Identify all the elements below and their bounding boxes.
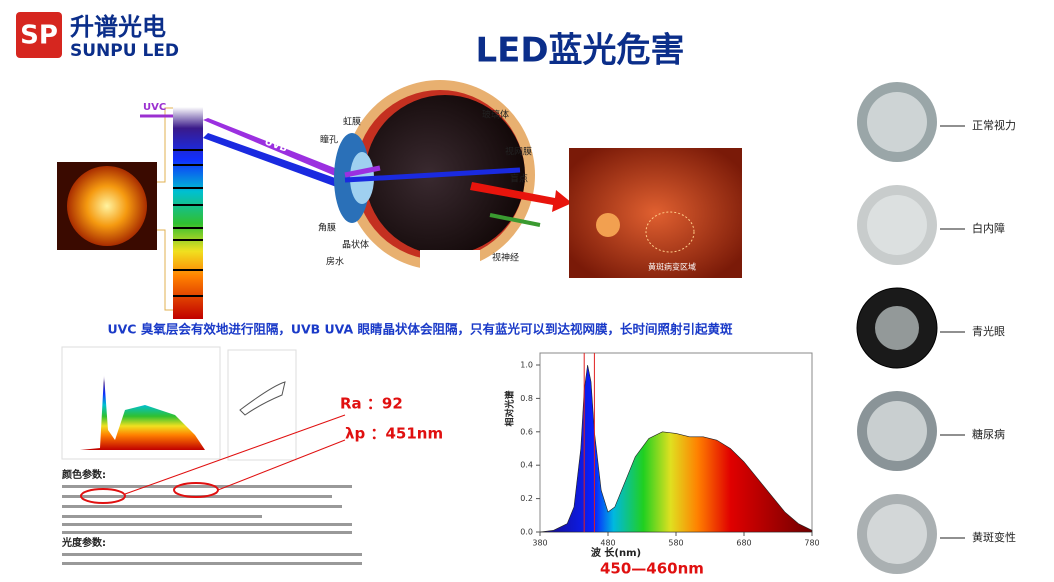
uvb-ray xyxy=(203,118,345,178)
vision-label: 白内障 xyxy=(972,221,1005,235)
eye-blue-ray xyxy=(344,167,521,183)
report-heading: 光度参数: xyxy=(61,536,106,549)
eye-label: 晶状体 xyxy=(342,239,369,251)
optic-disc xyxy=(596,213,620,237)
optic-nerve xyxy=(489,213,541,227)
eye-label: 房水 xyxy=(326,256,344,268)
vision-label: 正常视力 xyxy=(972,118,1016,132)
ra-callout: Ra ：92 xyxy=(340,395,403,413)
eye-label: 玻璃体 xyxy=(482,109,509,121)
spectrum-chart: 0.0 0.2 0.4 0.6 0.8 1.0 380 480 580 680 780 波 长(nm)… xyxy=(504,352,820,559)
band-callout: 450—460nm xyxy=(600,560,704,578)
logo-glyph: SP xyxy=(20,21,58,51)
x-tick-label: 580 xyxy=(668,539,683,548)
eye-label: 角膜 xyxy=(318,222,336,234)
caption: UVC 臭氧层会有效地进行阻隔，UVB UVA 眼睛晶状体会阻隔，只有蓝光可以到… xyxy=(107,322,733,337)
eye-label: 瞳孔 xyxy=(320,134,338,146)
retina-photo xyxy=(569,148,742,278)
slide-title: LED蓝光危害 xyxy=(475,31,684,71)
absorption-lines xyxy=(173,149,203,297)
y-axis-label: 相对光谱 xyxy=(504,390,516,426)
vision-center xyxy=(867,504,927,564)
y-tick-label: 0.4 xyxy=(520,461,533,470)
retina-label: 黄斑病变区域 xyxy=(648,262,696,272)
spectrum-bar xyxy=(173,107,203,319)
y-tick-label: 0.2 xyxy=(520,494,533,503)
logo-cn: 升谱光电 xyxy=(70,13,166,41)
blue-ray xyxy=(203,133,355,192)
eye-cut xyxy=(420,250,480,280)
eye-label: 盲点 xyxy=(510,173,528,185)
report-lines xyxy=(62,485,362,565)
macula xyxy=(645,211,695,253)
eye-label: 虹膜 xyxy=(343,117,361,128)
arrow-red xyxy=(470,182,572,212)
x-tick-label: 780 xyxy=(804,539,819,548)
uvb-label: UVB xyxy=(263,136,289,154)
vision-center xyxy=(867,195,927,255)
bracket xyxy=(157,107,173,311)
vision-center xyxy=(867,92,927,152)
highlight xyxy=(80,488,126,504)
vision-center xyxy=(867,401,927,461)
y-tick-label: 0.0 xyxy=(520,528,533,537)
pointer xyxy=(217,439,346,491)
cie-curve xyxy=(239,381,286,416)
vision-label: 黄斑变性 xyxy=(972,530,1016,544)
logo-mark xyxy=(16,12,62,58)
x-axis-label: 波 长(nm) xyxy=(591,546,641,559)
report-heading: 颜色参数: xyxy=(62,468,106,481)
pointer xyxy=(124,414,346,495)
vision-center xyxy=(875,306,919,350)
eye-label: 视神经 xyxy=(492,252,519,264)
x-tick-label: 380 xyxy=(532,539,547,548)
y-tick-label: 0.8 xyxy=(520,394,533,403)
eye-uv-ray xyxy=(344,165,381,178)
report-spectrum xyxy=(80,375,205,450)
y-tick-label: 0.6 xyxy=(520,427,533,436)
sun xyxy=(67,166,147,246)
spectrum-area xyxy=(539,364,813,533)
peak-callout: λp ：451nm xyxy=(345,425,443,443)
uvc-label: UVC xyxy=(143,102,166,113)
logo-en: SUNPU LED xyxy=(70,41,179,61)
vision-label: 糖尿病 xyxy=(972,427,1005,441)
eye-label: 视网膜 xyxy=(505,146,532,158)
vision-label: 青光眼 xyxy=(972,324,1005,338)
x-tick-label: 480 xyxy=(600,539,615,548)
y-tick-label: 1.0 xyxy=(520,361,533,370)
x-tick-label: 680 xyxy=(736,539,751,548)
